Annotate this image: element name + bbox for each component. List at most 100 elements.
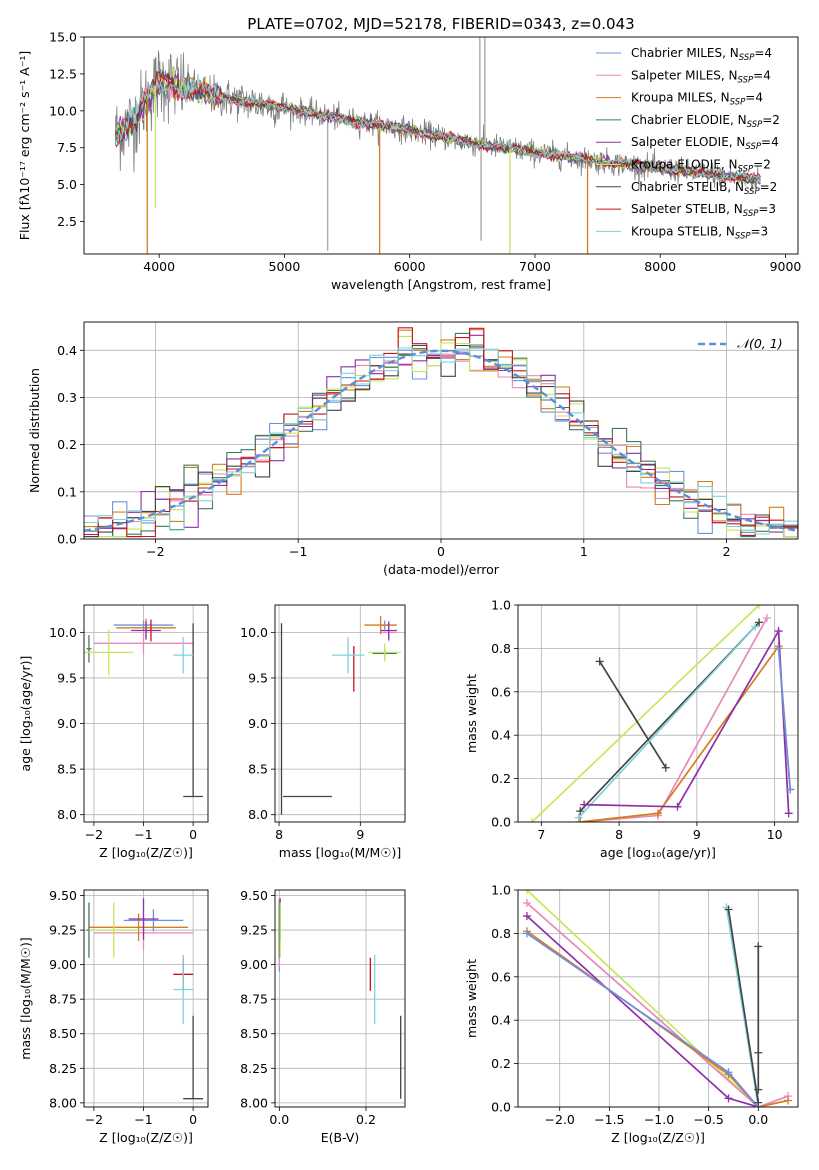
y-tick-label: 15.0 <box>49 30 77 45</box>
x-tick-label: 0.0 <box>269 1112 289 1127</box>
x-tick-label: 8 <box>275 827 283 842</box>
legend-entry: 𝒩(0, 1) <box>737 336 783 351</box>
mass-weight-marker <box>673 802 682 811</box>
error-bar-kroupa-elodie <box>88 902 139 958</box>
y-axis-label: Normed distribution <box>27 368 42 493</box>
mass-weight-marker <box>574 813 583 822</box>
mass-vs-ebv-chart-grid <box>275 890 405 1107</box>
x-tick-label: 10 <box>767 827 783 842</box>
error-bar-kroupa-stelib <box>173 636 194 674</box>
y-tick-label: 8.25 <box>240 1061 268 1076</box>
mass-weight-marker <box>724 1068 733 1077</box>
y-tick-label: 0.1 <box>57 484 77 499</box>
mass-weight-marker <box>762 614 771 623</box>
mass-weight-marker <box>755 618 764 627</box>
x-tick-label: 0 <box>189 1112 197 1127</box>
legend-entry: Chabrier MILES, NSSP=4 <box>631 46 772 63</box>
legend-entry: Salpeter ELODIE, NSSP=4 <box>631 135 779 152</box>
x-tick-label: −2 <box>85 1112 103 1127</box>
mass-weight-marker <box>580 800 589 809</box>
y-tick-label: 8.5 <box>57 762 77 777</box>
x-tick-label: −2.0 <box>545 1112 575 1127</box>
x-tick-label: 0.0 <box>748 1112 768 1127</box>
y-tick-label: 0.6 <box>491 969 511 984</box>
error-bar-salpeter-elodie <box>380 621 397 640</box>
y-tick-label: 0.0 <box>491 815 511 830</box>
x-axis-label: wavelength [Angstrom, rest frame] <box>331 277 551 292</box>
legend-entry: Chabrier ELODIE, NSSP=2 <box>631 113 780 130</box>
y-tick-label: 12.5 <box>49 66 77 81</box>
mass-weight-marker <box>654 809 662 818</box>
y-tick-label: 8.75 <box>49 992 77 1007</box>
x-tick-label: 7 <box>537 827 545 842</box>
age-vs-mass-chart-plot-area <box>280 615 401 815</box>
mass-weight-vs-metallicity-chart: −2.0 −1.5 −1.0 −0.5 0.0 0.0 0.2 0.4 0.6 0.8 1.0 Z [… <box>464 883 799 1145</box>
error-bar-kroupa-miles <box>88 913 189 942</box>
mass-weight-marker <box>751 622 760 631</box>
y-tick-label: 8.5 <box>248 762 268 777</box>
y-tick-label: 1.0 <box>491 598 511 613</box>
error-bar-salpeter-elodie <box>128 898 159 940</box>
mass-weight-marker <box>724 1094 733 1103</box>
x-tick-label: −2 <box>146 544 164 559</box>
mass-weight-vs-age-chart-plot-area <box>528 605 795 822</box>
mass-weight-line-kroupa-elodie <box>526 890 759 1107</box>
mass-weight-vs-age-chart: 7 8 9 10 0.0 0.2 0.4 0.6 0.8 1.0 age [log₁₀(age/yr… <box>464 598 799 860</box>
y-tick-label: 8.25 <box>49 1061 77 1076</box>
y-tick-label: 9.0 <box>57 716 77 731</box>
y-tick-label: 0.0 <box>57 532 77 547</box>
residual-histogram-kroupa-stelib <box>84 347 798 537</box>
mass-weight-marker <box>784 809 793 818</box>
x-tick-label: 9 <box>693 827 701 842</box>
mass-weight-marker <box>661 763 670 772</box>
mass-vs-metallicity-chart-frame <box>83 889 209 1108</box>
mass-weight-line-kroupa-stelib <box>578 626 756 819</box>
mass-weight-marker <box>786 785 795 794</box>
y-tick-label: 9.25 <box>240 923 268 938</box>
residuals-legend: 𝒩(0, 1) <box>698 336 783 351</box>
x-tick-label: 6000 <box>394 259 426 274</box>
residuals-chart-frame <box>83 321 799 540</box>
x-tick-label: 5000 <box>269 259 301 274</box>
error-bar-kroupa-elodie <box>368 643 401 662</box>
mass-weight-marker <box>528 818 536 822</box>
mass-weight-marker <box>754 1098 763 1107</box>
x-tick-label: 9 <box>356 827 364 842</box>
y-axis-label: age [log₁₀(age/yr)] <box>18 656 33 772</box>
y-tick-label: 10.0 <box>49 103 77 118</box>
y-tick-label: 8.50 <box>240 1026 268 1041</box>
spectrum-chart-frame <box>83 36 799 255</box>
y-axis-label: Flux [fλ10⁻¹⁷ erg cm⁻² s⁻¹ A⁻¹] <box>17 51 32 240</box>
x-tick-label: 1 <box>580 544 588 559</box>
x-tick-label: −1.5 <box>594 1112 624 1127</box>
chart-title: PLATE=0702, MJD=52178, FIBERID=0343, z=0… <box>247 15 634 33</box>
y-tick-label: 9.5 <box>57 670 77 685</box>
mass-weight-marker <box>784 1096 793 1105</box>
x-tick-label: −0.5 <box>693 1112 723 1127</box>
mass-weight-marker <box>522 899 531 908</box>
y-tick-label: 9.0 <box>248 716 268 731</box>
y-tick-label: 9.00 <box>240 957 268 972</box>
y-tick-label: 0.4 <box>57 343 77 358</box>
mass-weight-marker <box>724 905 733 914</box>
residuals-chart-plot-area <box>84 327 798 538</box>
y-tick-label: 0.2 <box>491 771 511 786</box>
y-tick-label: 0.4 <box>491 728 511 743</box>
y-tick-label: 10.0 <box>240 625 268 640</box>
x-axis-label: mass [log₁₀(M/M☉)] <box>279 845 401 860</box>
age-vs-metallicity-chart: −2 −1 0 8.0 8.5 9.0 9.5 10.0 Z [log₁₀(Z/Z☉)] age … <box>18 604 209 860</box>
age-vs-mass-chart: 8 9 8.0 8.5 9.0 9.5 10.0 mass [log₁₀(M/M☉)] <box>240 604 406 860</box>
y-tick-label: 0.3 <box>57 390 77 405</box>
x-axis-label: E(B-V) <box>321 1130 360 1145</box>
mass-weight-line-salpeter-elodie <box>584 628 790 814</box>
y-tick-label: 0.0 <box>491 1100 511 1115</box>
y-tick-label: 8.00 <box>49 1095 77 1110</box>
x-axis-label: (data-model)/error <box>383 562 500 577</box>
age-vs-mass-chart-frame <box>274 604 406 823</box>
mass-weight-marker <box>595 657 604 666</box>
legend-entry: Salpeter STELIB, NSSP=3 <box>631 202 776 219</box>
legend-entry: Chabrier STELIB, NSSP=2 <box>631 180 777 197</box>
error-bar-salpeter-elodie <box>131 621 161 640</box>
mass-weight-marker <box>576 807 585 816</box>
